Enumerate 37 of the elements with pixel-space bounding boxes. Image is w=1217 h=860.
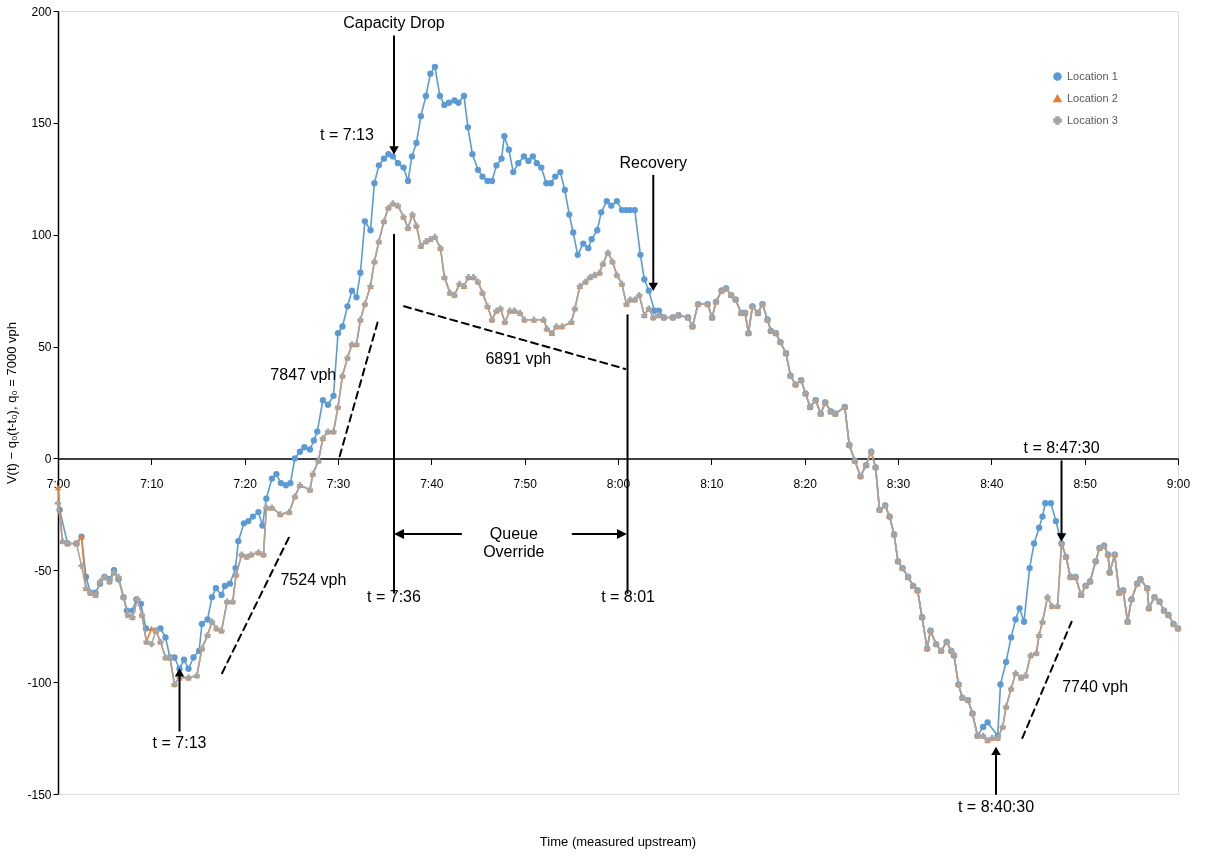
annotation: 6891 vph bbox=[485, 349, 552, 367]
legend-label: Location 1 bbox=[1067, 69, 1118, 82]
annotation: t = 7:36 bbox=[367, 587, 422, 605]
annotation: t = 8:01 bbox=[601, 587, 656, 605]
x-tick-label: 7:40 bbox=[420, 476, 444, 491]
x-tick-label: 7:50 bbox=[513, 476, 538, 491]
annotation: t = 7:13 bbox=[152, 734, 207, 752]
annotation: 7740 vph bbox=[1062, 677, 1129, 695]
x-tick-label: 8:40 bbox=[980, 476, 1004, 491]
y-tick-label: 150 bbox=[31, 116, 52, 131]
annotation: t = 8:40:30 bbox=[957, 797, 1035, 815]
x-tick-label: 8:10 bbox=[700, 476, 724, 491]
x-tick-label: 7:20 bbox=[233, 476, 258, 491]
y-tick-label: 200 bbox=[31, 4, 52, 19]
y-tick-label: -150 bbox=[27, 787, 52, 802]
y-axis-title: V(t) − q₀(t-t₀), q₀ = 7000 vph bbox=[4, 321, 20, 485]
annotation: Queue Override bbox=[483, 525, 545, 561]
y-tick-label: 50 bbox=[38, 340, 52, 355]
x-tick-label: 8:50 bbox=[1073, 476, 1098, 491]
annotation: Capacity Drop bbox=[343, 14, 445, 32]
y-tick-label: -100 bbox=[27, 675, 52, 690]
x-tick-label: 7:10 bbox=[140, 476, 164, 491]
x-tick-label: 8:30 bbox=[886, 476, 911, 491]
annotation: t = 7:13 bbox=[320, 125, 374, 143]
x-tick-label: 8:20 bbox=[793, 476, 818, 491]
annotation: Recovery bbox=[619, 153, 688, 171]
legend-label: Location 3 bbox=[1067, 113, 1118, 126]
annotation: t = 8:47:30 bbox=[1023, 439, 1100, 457]
x-tick-label: 7:30 bbox=[326, 476, 351, 491]
x-axis-title: Time (measured upstream) bbox=[539, 834, 697, 849]
legend-label: Location 2 bbox=[1067, 91, 1118, 104]
annotation: 7524 vph bbox=[280, 571, 347, 589]
x-tick-label: 9:00 bbox=[1166, 476, 1191, 491]
annotation: 7847 vph bbox=[270, 366, 337, 384]
y-tick-label: 0 bbox=[44, 451, 52, 466]
y-tick-label: -50 bbox=[34, 563, 52, 578]
y-tick-label: 100 bbox=[31, 228, 52, 243]
